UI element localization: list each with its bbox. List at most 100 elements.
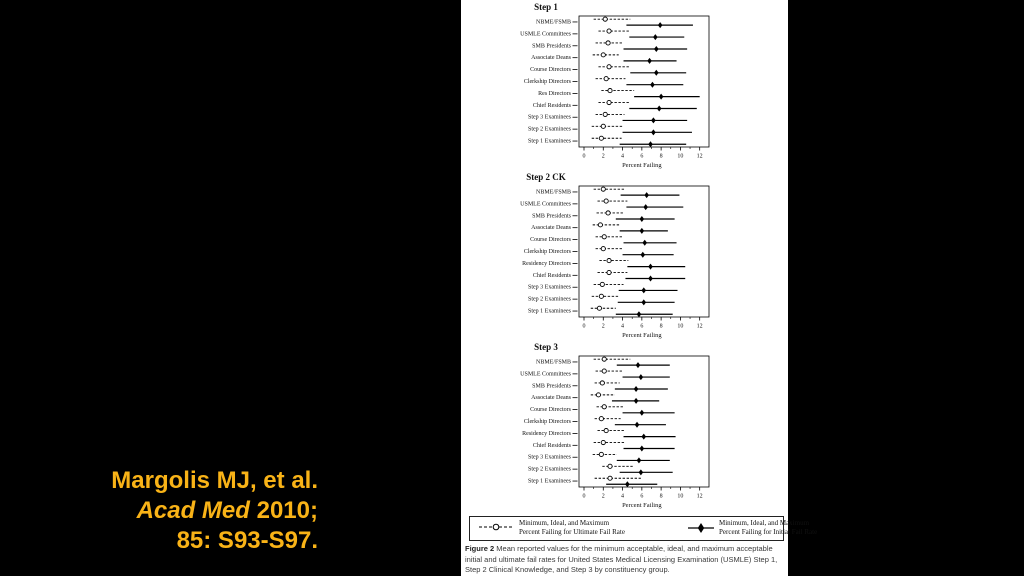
x-tick-label: 12	[697, 324, 703, 330]
x-axis-label: Percent Failing	[622, 332, 662, 339]
open-circle-dashed-line-icon	[479, 523, 513, 531]
plot-frame	[578, 355, 710, 488]
citation-line-3: 85: S93-S97.	[176, 527, 318, 554]
ultimate-ideal-marker	[598, 416, 604, 422]
ultimate-ideal-marker	[602, 111, 608, 117]
ultimate-ideal-marker	[600, 52, 606, 58]
citation-line-2: Acad Med 2010;	[0, 496, 318, 526]
initial-ideal-marker	[650, 81, 655, 88]
row-label: Associate Deans	[531, 225, 571, 231]
x-tick-label: 0	[583, 154, 586, 160]
ultimate-ideal-marker	[598, 293, 604, 299]
chart-plot: 0 2 4 6 8 10 12 Percent Failing NBME/FSMB USMLE C…	[520, 185, 710, 339]
legend-initial-line1: Minimum, Ideal, and Maximum	[719, 519, 810, 527]
row-label: NBME/FSMB	[536, 189, 571, 195]
ultimate-ideal-marker	[607, 463, 613, 469]
ultimate-ideal-marker	[605, 210, 611, 216]
x-tick-label: 2	[602, 494, 605, 500]
initial-ideal-marker	[635, 362, 641, 369]
initial-ideal-marker	[654, 45, 659, 52]
row-label: Step 2 Examinees	[528, 297, 572, 303]
initial-ideal-marker	[641, 433, 647, 440]
row-label: Course Directors	[530, 67, 571, 73]
x-tick-label: 6	[640, 324, 643, 330]
x-tick-label: 4	[621, 494, 624, 500]
citation: Margolis MJ, et al. Acad Med 2010; 85: S…	[0, 466, 318, 556]
x-tick-label: 10	[677, 324, 683, 330]
ultimate-ideal-marker	[606, 28, 612, 34]
ultimate-ideal-marker	[606, 269, 612, 276]
row-label: Clerkship Directors	[524, 79, 572, 85]
initial-ideal-marker	[641, 299, 647, 306]
ultimate-ideal-marker	[606, 64, 612, 70]
row-label: USMLE Committees	[520, 371, 571, 377]
x-tick-label: 12	[697, 154, 703, 160]
row-label: SMB Presidents	[532, 43, 572, 49]
legend-ultimate-line1: Minimum, Ideal, and Maximum	[519, 519, 610, 527]
row-label: NBME/FSMB	[536, 359, 571, 365]
x-tick-label: 6	[640, 154, 643, 160]
ultimate-ideal-marker	[598, 451, 604, 457]
ultimate-ideal-marker	[600, 186, 606, 192]
x-tick-label: 8	[660, 154, 663, 160]
row-label: Course Directors	[530, 407, 571, 413]
initial-ideal-marker	[647, 57, 652, 64]
x-tick-label: 8	[660, 324, 663, 330]
x-tick-label: 2	[602, 324, 605, 330]
ultimate-ideal-marker	[600, 123, 606, 129]
initial-ideal-marker	[653, 34, 658, 41]
row-label: Step 1 Examinees	[528, 309, 572, 315]
row-label: Associate Deans	[531, 395, 571, 401]
initial-ideal-marker	[633, 385, 639, 392]
row-label: Step 3 Examinees	[528, 455, 572, 461]
legend-ultimate-line2: Percent Failing for Ultimate Fail Rate	[519, 528, 625, 536]
x-tick-label: 2	[602, 154, 605, 160]
chart-title: Step 3	[534, 342, 558, 352]
ultimate-ideal-marker	[599, 281, 605, 287]
row-label: Step 3 Examinees	[528, 115, 572, 121]
x-tick-label: 4	[621, 154, 624, 160]
initial-ideal-marker	[644, 192, 649, 199]
row-label: Course Directors	[530, 237, 571, 243]
initial-ideal-marker	[640, 251, 646, 258]
row-label: USMLE Committees	[520, 201, 571, 207]
row-label: Associate Deans	[531, 55, 571, 61]
chart-block-step-1: Step 1 0 2 4 6 8 10 12 Percent Failing NBME/FSMB U…	[461, 2, 788, 177]
ultimate-ideal-marker	[601, 234, 607, 240]
row-label: SMB Presidents	[532, 383, 572, 389]
ultimate-ideal-marker	[601, 368, 607, 374]
ultimate-ideal-marker	[603, 198, 609, 204]
initial-ideal-marker	[651, 129, 656, 136]
row-label: Clerkship Directors	[524, 419, 572, 425]
initial-ideal-marker	[648, 141, 653, 148]
row-label: Chief Residents	[533, 102, 572, 109]
initial-ideal-marker	[656, 105, 662, 112]
chart-title: Step 1	[534, 2, 558, 12]
initial-ideal-marker	[641, 287, 647, 294]
ultimate-ideal-marker	[603, 76, 609, 82]
legend-entry-ultimate: Minimum, Ideal, and Maximum Percent Fail…	[478, 519, 625, 537]
x-tick-label: 6	[640, 494, 643, 500]
ultimate-ideal-marker	[607, 475, 613, 481]
initial-ideal-marker	[636, 457, 642, 464]
initial-ideal-marker	[625, 481, 630, 488]
initial-ideal-marker	[639, 215, 645, 222]
x-axis-label: Percent Failing	[622, 162, 662, 169]
row-label: Chief Residents	[533, 272, 572, 279]
initial-ideal-marker	[642, 239, 648, 246]
x-tick-label: 8	[660, 494, 663, 500]
citation-year: 2010;	[249, 497, 318, 524]
row-label: Step 3 Examinees	[528, 285, 572, 291]
legend: Minimum, Ideal, and Maximum Percent Fail…	[469, 516, 817, 541]
initial-ideal-marker	[651, 117, 656, 124]
ultimate-ideal-marker	[601, 356, 607, 362]
row-label: NBME/FSMB	[536, 19, 571, 25]
citation-line-1: Margolis MJ, et al.	[111, 467, 318, 494]
row-label: USMLE Committees	[520, 31, 571, 37]
chart-title: Step 2 CK	[526, 172, 566, 182]
initial-ideal-marker	[648, 263, 653, 270]
row-label: Step 2 Examinees	[528, 467, 572, 473]
initial-ideal-marker	[639, 227, 645, 234]
caption-label: Figure 2	[465, 544, 495, 553]
ultimate-ideal-marker	[601, 404, 607, 410]
